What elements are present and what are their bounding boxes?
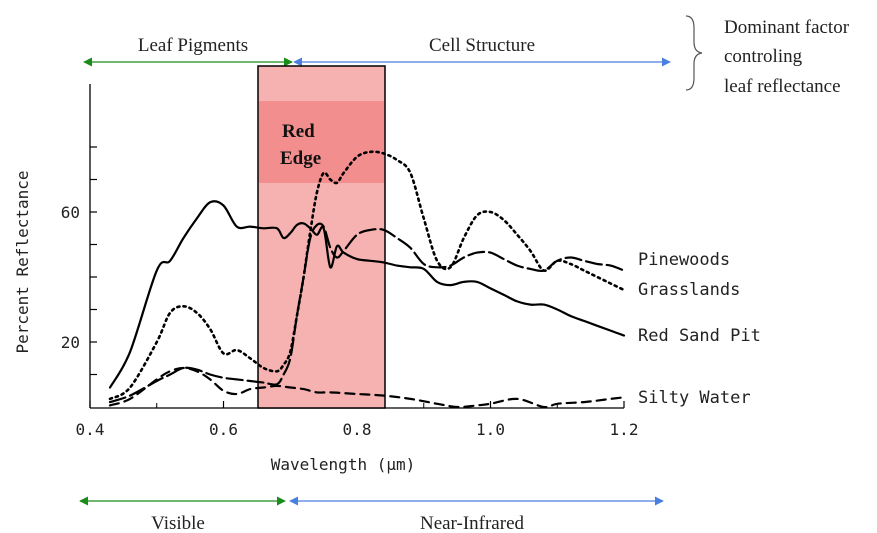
series-line-grasslands [108,150,626,401]
x-tick-label: 1.0 [476,420,505,439]
series-line-silty-water [108,366,626,409]
series-line-red-sand-pit [108,200,626,389]
dominant-factor-line3: leaf reflectance [724,76,841,97]
near-infrared-label: Near-Infrared [420,513,525,533]
series-label-silty-water: Silty Water [638,388,751,408]
series-label-grasslands: Grasslands [638,280,740,300]
dominant-factor-line1: Dominant factor [724,17,850,38]
y-tick-label: 20 [61,333,80,352]
x-axis-label: Wavelength (μm) [271,455,416,474]
x-tick-label: 0.6 [209,420,238,439]
x-tick-label: 0.8 [343,420,372,439]
cell-structure-label: Cell Structure [429,35,535,56]
y-tick-label: 60 [61,203,80,222]
visible-label: Visible [151,513,205,533]
dominant-factor-line2: controling [724,46,803,67]
x-tick-label: 1.2 [610,420,639,439]
red-edge-label-line2: Edge [280,148,321,169]
leaf-pigments-label: Leaf Pigments [138,35,248,56]
series-label-pinewoods: Pinewoods [638,250,730,270]
brace-icon [685,15,703,91]
y-axis-label: Percent Reflectance [13,170,32,353]
series-line-pinewoods [108,222,626,404]
red-edge-label-line1: Red [282,121,315,142]
red-edge-band [259,101,384,183]
series-label-red-sand-pit: Red Sand Pit [638,326,761,346]
x-tick-label: 0.4 [76,420,105,439]
